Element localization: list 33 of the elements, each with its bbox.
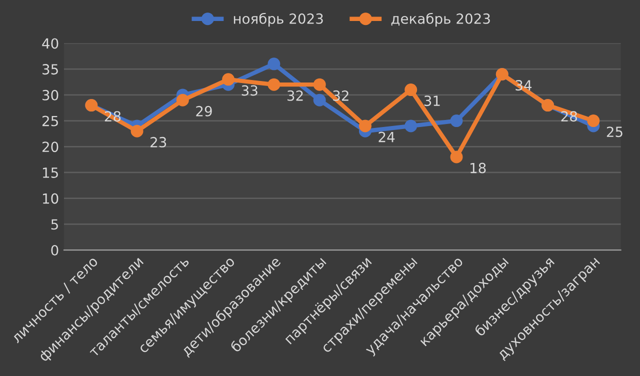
point — [313, 94, 326, 106]
point — [313, 78, 326, 91]
point — [450, 114, 463, 128]
y-tick-label: 10 — [42, 193, 58, 204]
legend-label: декабрь 2023 — [391, 12, 490, 27]
data-label: 31 — [424, 96, 440, 106]
y-tick-label: 35 — [42, 64, 58, 75]
y-tick-label: 30 — [42, 90, 58, 100]
y-tick-label: 15 — [42, 168, 58, 178]
y-tick-label: 40 — [42, 38, 58, 49]
point — [358, 120, 372, 132]
data-label: 23 — [150, 136, 166, 148]
point — [222, 73, 235, 86]
data-label: 25 — [606, 126, 622, 138]
point — [268, 78, 280, 91]
y-tick-label: 20 — [42, 142, 58, 152]
data-label: 29 — [196, 106, 212, 116]
data-label: 33 — [242, 85, 258, 96]
data-label: 18 — [470, 162, 486, 174]
point — [404, 120, 418, 132]
point — [587, 114, 600, 128]
y-tick-label: 0 — [51, 245, 58, 256]
point — [130, 124, 144, 138]
data-label: 24 — [378, 132, 395, 142]
data-label: 32 — [288, 90, 303, 101]
point — [176, 94, 189, 106]
y-tick-label: 25 — [42, 116, 58, 126]
point — [404, 84, 418, 96]
legend-label: ноябрь 2023 — [234, 12, 323, 27]
point — [450, 150, 463, 164]
y-tick-label: 5 — [51, 219, 58, 230]
point — [268, 58, 280, 70]
data-label: 28 — [561, 111, 577, 122]
